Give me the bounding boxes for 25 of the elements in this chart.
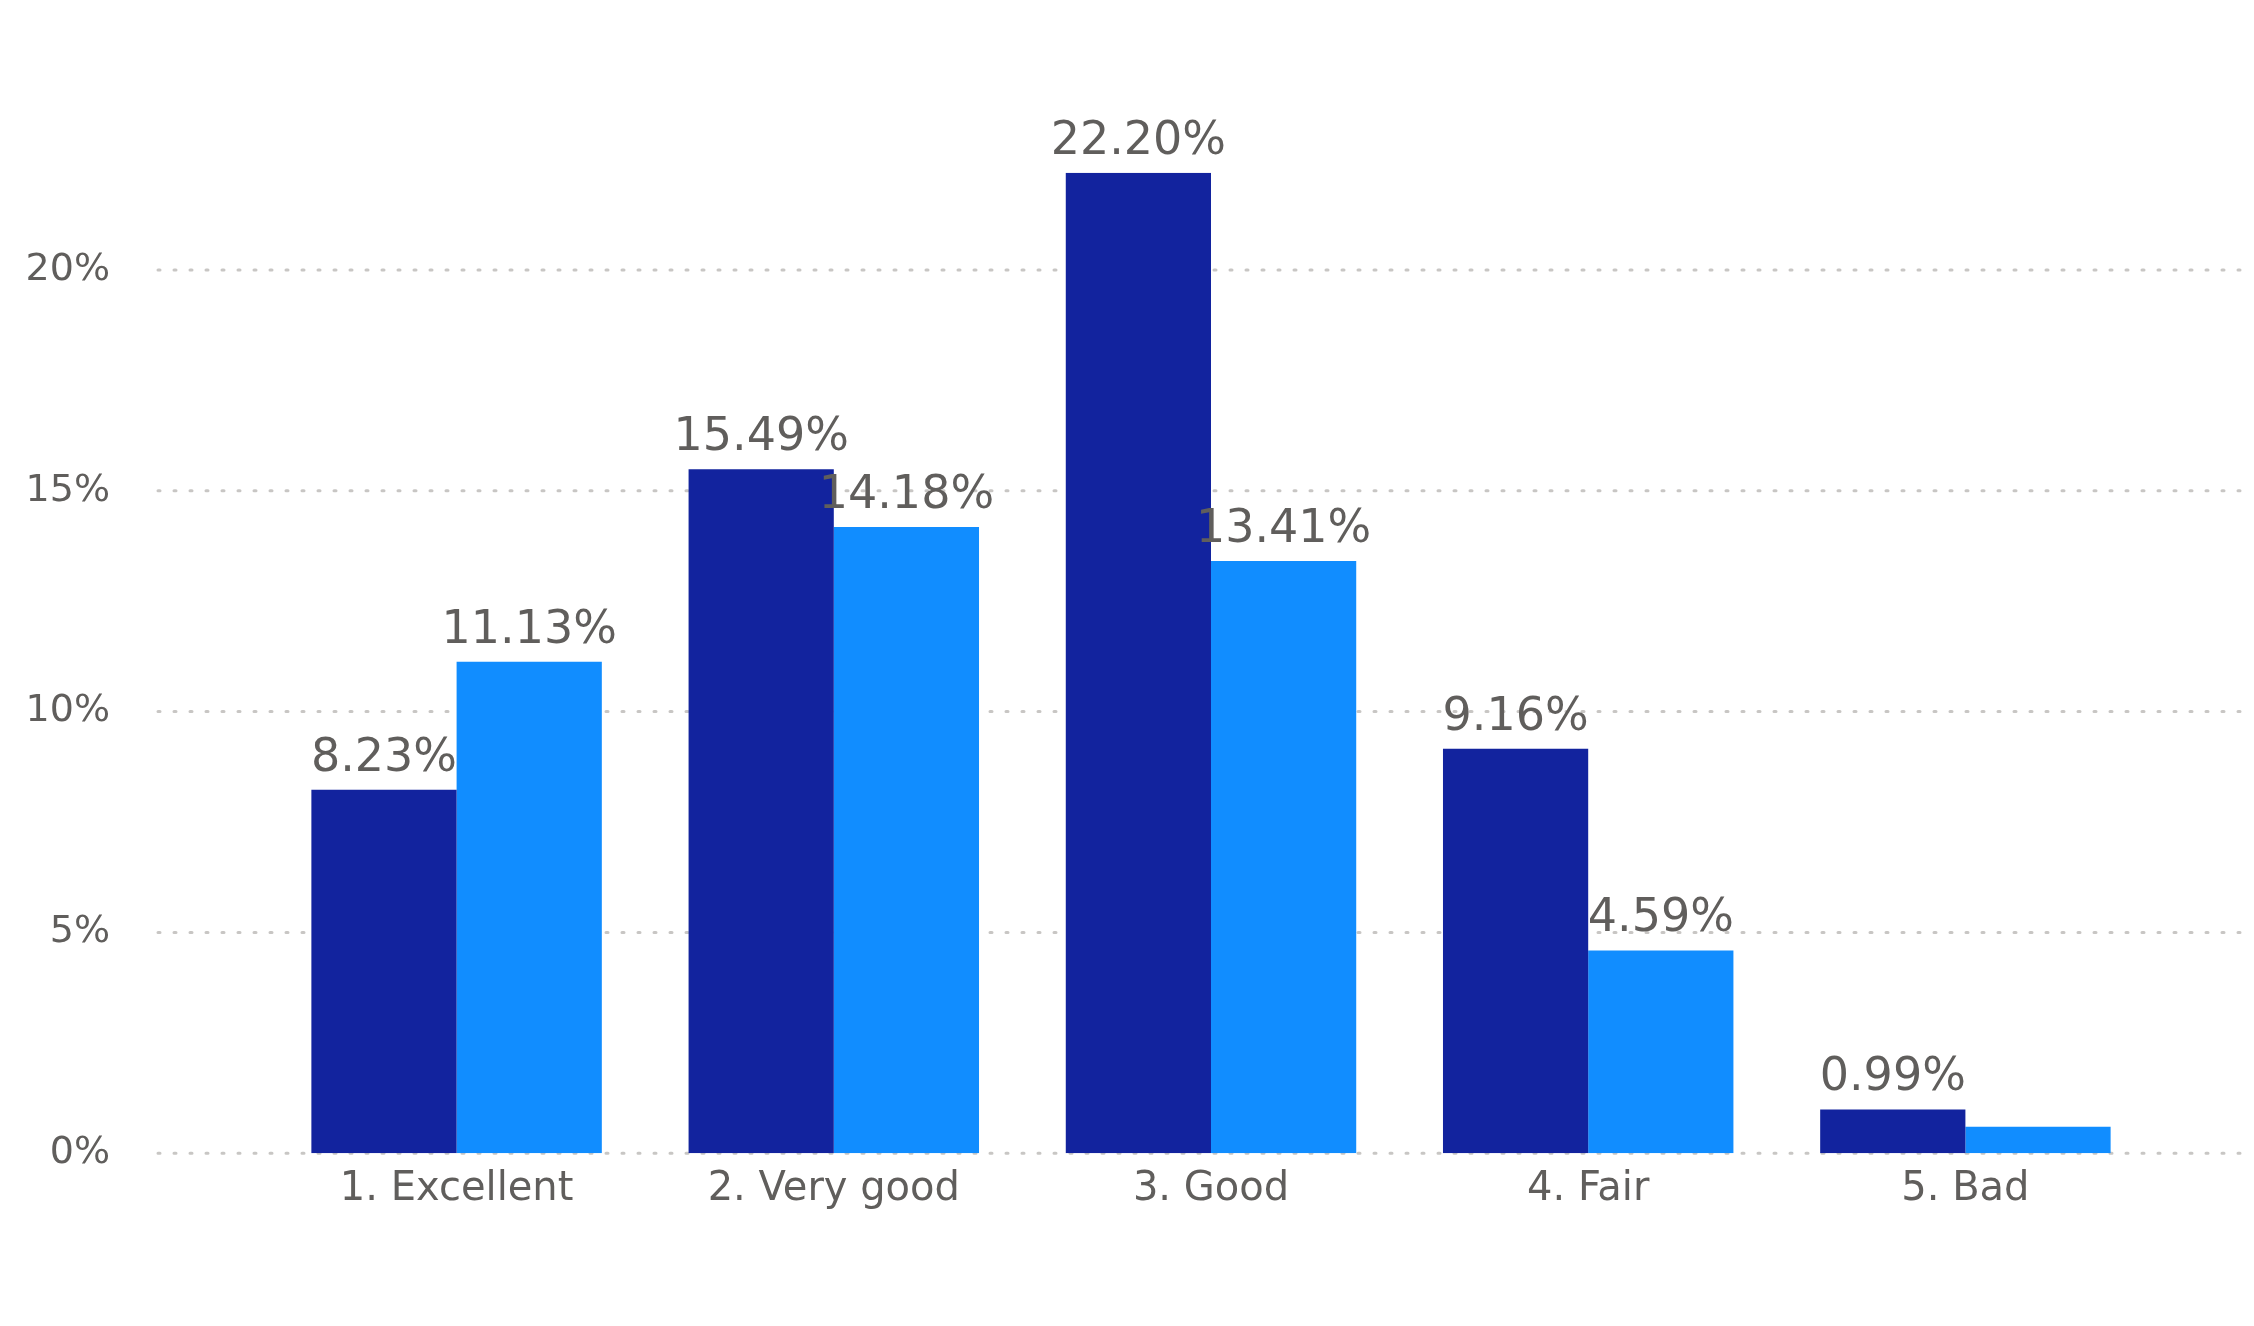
bar	[1820, 1109, 1966, 1154]
data-label: 8.23%	[310, 727, 458, 782]
data-label: 15.49%	[673, 407, 849, 462]
x-tick-label: 1. Excellent	[339, 1162, 574, 1209]
bar	[1442, 748, 1589, 1154]
data-label: 4.59%	[1587, 888, 1734, 943]
bar	[456, 661, 602, 1154]
x-tick-label: 2. Very good	[707, 1162, 960, 1209]
bar	[833, 526, 980, 1154]
bar	[1965, 1126, 2111, 1154]
bar	[1588, 950, 1734, 1154]
x-tick-label: 3. Good	[1132, 1162, 1290, 1209]
data-label: 11.13%	[441, 599, 617, 654]
y-tick-label: 15%	[25, 465, 110, 510]
x-tick-label: 5. Bad	[1901, 1162, 2030, 1209]
x-tick-label: 4. Fair	[1527, 1162, 1650, 1209]
y-tick-label: 0%	[49, 1128, 110, 1173]
data-label: 0.99%	[1819, 1047, 1966, 1102]
y-tick-label: 10%	[25, 686, 110, 731]
y-tick-label: 5%	[49, 907, 110, 952]
bar	[1211, 560, 1357, 1154]
data-label: 9.16%	[1442, 686, 1589, 741]
data-label: 22.20%	[1050, 110, 1227, 165]
y-tick-label: 20%	[25, 244, 110, 289]
bar	[311, 789, 457, 1154]
